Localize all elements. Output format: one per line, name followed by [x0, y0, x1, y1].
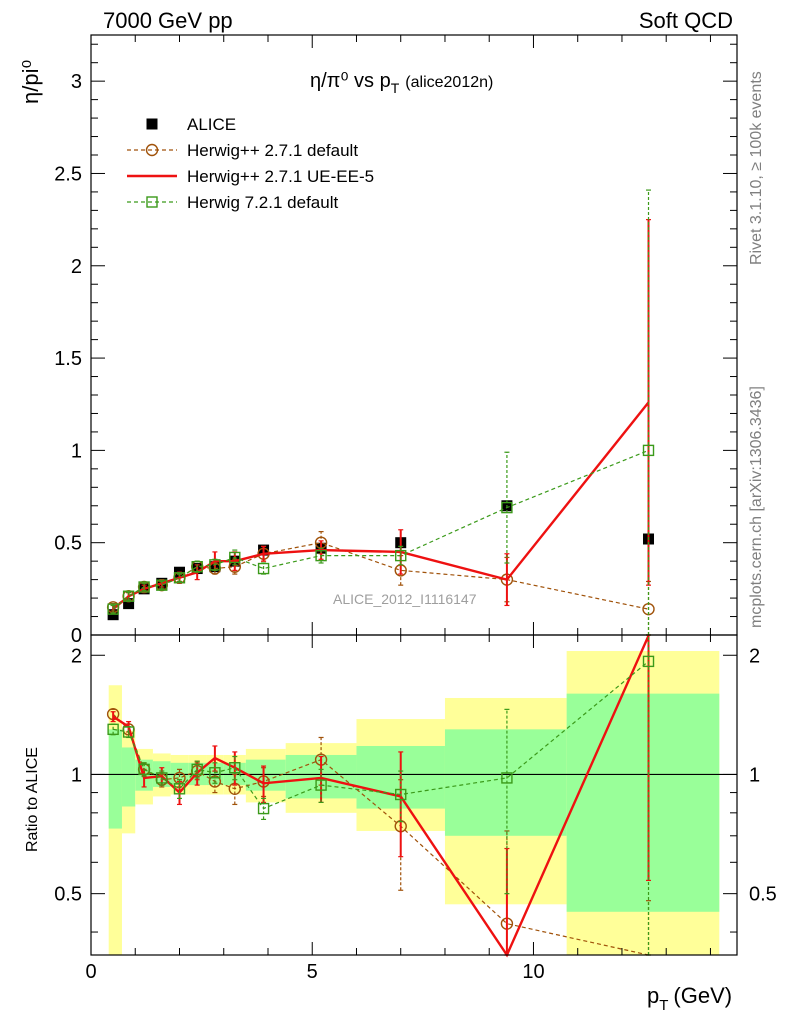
main-series-2: [110, 219, 652, 614]
main-series-line-2: [112, 401, 650, 611]
y-tick-label: 0.5: [54, 533, 82, 555]
legend-label: Herwig 7.2.1 default: [187, 193, 338, 212]
main-point: [173, 572, 186, 584]
watermark: ALICE_2012_I1116147: [333, 591, 477, 607]
x-tick-label: 0: [85, 961, 96, 983]
mcplots-label: mcplots.cern.ch [arXiv:1306.3436]: [748, 386, 765, 628]
y-tick-label: 1: [71, 440, 82, 462]
main-point: [501, 501, 513, 514]
ratio-point: [138, 763, 150, 776]
main-point: [138, 581, 150, 593]
x-tick-label: 5: [307, 961, 318, 983]
main-title-tag: (alice2012n): [405, 74, 493, 91]
rivet-label: Rivet 3.1.10, ≥ 100k events: [748, 71, 765, 265]
main-point: [395, 549, 407, 562]
ratio-frame: [90, 634, 738, 956]
ratio-point: [501, 772, 513, 784]
main-point: [122, 590, 135, 602]
main-title-sub: T: [391, 80, 400, 96]
legend-entry-1: Herwig++ 2.7.1 default: [127, 141, 358, 160]
ratio-y-tick-label-left: 2: [71, 645, 82, 667]
main-point: [229, 551, 241, 564]
ratio-y-tick-label-right: 1: [749, 764, 760, 786]
main-title-text: η/π⁰ vs p: [310, 70, 391, 92]
legend-label: Herwig++ 2.7.1 UE-EE-5: [187, 167, 374, 186]
main-panel: 0 0.5 1 1.5 2 2.5 3 η/π⁰ vs pT (alice2012n) ALI…: [18, 34, 738, 647]
main-title: η/π⁰ vs pT (alice2012n): [310, 70, 493, 96]
main-series-1: [106, 531, 655, 636]
legend-marker: [145, 143, 159, 157]
ratio-y-tick-label-right: 2: [749, 645, 760, 667]
ratio-point: [156, 772, 168, 784]
ratio-series-2: [107, 634, 655, 956]
main-point: [123, 598, 135, 610]
ratio-point: [173, 783, 186, 795]
x-tick-label: 10: [522, 961, 544, 983]
legend-label: Herwig++ 2.7.1 default: [187, 141, 358, 160]
main-point: [107, 603, 119, 615]
header-right: Soft QCD: [639, 8, 733, 33]
main-series-3: [107, 189, 655, 636]
band-inner: [108, 729, 122, 829]
xlabel-p: p: [647, 983, 659, 1008]
legend-entry-0: ALICE: [146, 115, 236, 134]
ratio-point: [209, 767, 221, 779]
y-tick-label: 2.5: [54, 163, 82, 185]
main-point: [642, 444, 655, 457]
ratio-point: [315, 779, 327, 791]
main-point: [191, 560, 203, 573]
legend: ALICE Herwig++ 2.7.1 default Herwig++ 2.7.…: [127, 115, 374, 212]
y-tick-label: 3: [71, 71, 82, 93]
band-inner: [566, 693, 720, 912]
ratio-xlabel: pT (GeV): [647, 983, 732, 1014]
ratio-point: [107, 723, 119, 736]
ratio-y-tick-label-left: 0.5: [54, 884, 82, 906]
main-point: [257, 562, 270, 575]
band-inner: [121, 747, 136, 807]
ratio-ylabel: Ratio to ALICE: [24, 747, 41, 852]
main-point: [209, 559, 221, 571]
main-series-line-3: [112, 449, 649, 610]
xlabel-unit: (GeV): [673, 983, 732, 1008]
ratio-y-tick-label-right: 0.5: [749, 884, 777, 906]
header-left: 7000 GeV pp: [103, 8, 233, 33]
ratio-y-tick-label-left: 1: [71, 764, 82, 786]
ratio-panel: 0 5 10 0.5 0.5 1 1 2 2 Ratio to ALICE pT (GeV): [24, 634, 777, 1014]
main-point: [315, 549, 327, 562]
legend-marker: [146, 196, 158, 208]
ratio-point: [642, 655, 655, 668]
xlabel-sub: T: [659, 997, 668, 1014]
legend-entry-3: Herwig 7.2.1 default: [127, 193, 338, 212]
y-tick-label: 0: [71, 625, 82, 647]
main-point: [156, 579, 168, 591]
ratio-point: [122, 726, 135, 738]
legend-label: ALICE: [187, 115, 236, 134]
ratio-point: [257, 802, 270, 815]
main-ylabel: η/pi⁰: [18, 60, 43, 104]
ratio-point: [229, 762, 241, 774]
y-tick-label: 1.5: [54, 348, 82, 370]
legend-marker: [146, 118, 158, 130]
ratio-point: [395, 788, 407, 801]
ratio-point: [191, 763, 203, 776]
y-tick-label: 2: [71, 256, 82, 278]
legend-entry-2: Herwig++ 2.7.1 UE-EE-5: [127, 167, 374, 186]
